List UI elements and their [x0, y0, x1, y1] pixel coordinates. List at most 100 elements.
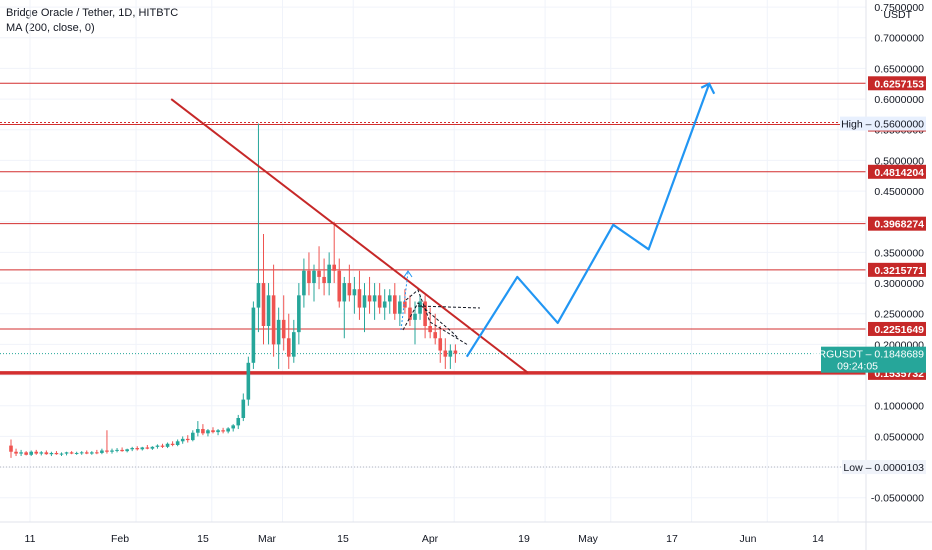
candle-body — [236, 418, 241, 426]
high-label: High – 0.5600000 — [841, 119, 924, 131]
candle-body — [327, 264, 331, 284]
time-tick-label: 17 — [666, 533, 678, 545]
price-tick-label: 0.5000000 — [874, 155, 924, 167]
low-label: Low – 0.0000103 — [843, 462, 924, 474]
candle-body — [185, 438, 190, 441]
symbol-title[interactable]: Bridge Oracle / Tether, 1D, HITBTC — [6, 7, 179, 19]
time-tick-label: Apr — [422, 533, 439, 545]
candle-body — [49, 452, 54, 455]
pattern-dashed-target[interactable] — [417, 305, 481, 309]
candle-body — [271, 295, 276, 345]
candle-body — [297, 295, 301, 333]
candle-body — [160, 445, 165, 447]
mini-arrow-head-icon — [403, 270, 413, 278]
price-tick-label: 0.1000000 — [874, 401, 924, 413]
candle-body — [256, 283, 261, 308]
time-axis[interactable]: 11 Feb 15 Mar 15 Apr 19 May 17 Jun 14 — [0, 521, 932, 545]
candle-body — [140, 447, 145, 450]
candle-body — [362, 295, 367, 308]
projection-path[interactable] — [465, 83, 711, 358]
candle-body — [180, 438, 185, 442]
indicator-label[interactable]: MA (200, close, 0) — [6, 22, 95, 34]
level-price-label-bg — [868, 321, 926, 336]
candle-body — [312, 270, 316, 284]
time-tick-label: May — [578, 533, 599, 545]
candle-body — [428, 326, 432, 333]
grid-lines — [0, 0, 866, 522]
price-tick-label: -0.0500000 — [871, 493, 924, 505]
level-price-label-bg — [868, 164, 926, 179]
candle-body — [120, 449, 124, 452]
candle-body — [251, 307, 256, 363]
candle-body — [387, 295, 392, 302]
drawings[interactable] — [170, 82, 716, 374]
candle-body — [226, 428, 230, 432]
candle-body — [54, 452, 59, 455]
price-tick-label: 0.6000000 — [874, 94, 924, 106]
candle-body — [69, 452, 74, 454]
time-tick-label: 19 — [518, 533, 530, 545]
candle-body — [357, 289, 362, 308]
candle-body — [433, 332, 437, 339]
candle-body — [9, 445, 13, 452]
price-tick-label: 0.3000000 — [874, 278, 924, 290]
candle-body — [246, 362, 251, 400]
candle-body — [44, 452, 49, 455]
candle-body — [276, 319, 281, 345]
level-price-label-bg — [868, 76, 926, 91]
pattern-dashed-lines[interactable] — [402, 302, 459, 339]
candle-body — [418, 301, 422, 314]
candle-body — [145, 447, 150, 449]
level-price-label: 0.2251649 — [874, 324, 924, 336]
price-tick-label: 0.6500000 — [874, 63, 924, 75]
time-tick-label: 11 — [25, 533, 36, 545]
candle-body — [90, 452, 94, 454]
last-price-label: BRGUSDT – 0.1848689 — [812, 349, 925, 361]
trendline[interactable] — [170, 98, 529, 374]
time-tick-label: 15 — [337, 533, 349, 545]
price-tick-label: 0.4500000 — [874, 186, 924, 198]
time-tick-label: Feb — [111, 533, 129, 545]
candle-body — [221, 430, 225, 432]
level-price-label: 0.6257153 — [874, 78, 924, 90]
candle-body — [307, 270, 311, 284]
candles — [9, 123, 458, 458]
candle-body — [448, 350, 453, 357]
mini-projection[interactable] — [400, 271, 409, 331]
candle-body — [281, 319, 286, 339]
candle-body — [191, 432, 195, 441]
candle-body — [317, 270, 321, 277]
horizontal-levels[interactable] — [0, 82, 866, 468]
candle-body — [95, 452, 99, 454]
candle-body — [342, 283, 347, 302]
time-tick-label: 14 — [812, 533, 824, 545]
price-labels: 0.62571530.55849550.48142040.39682740.32… — [812, 76, 926, 475]
price-tick-label: 0.7500000 — [874, 2, 924, 14]
candle-body — [64, 452, 69, 454]
price-tick-label: 0.2500000 — [874, 309, 924, 321]
low-label-bg — [842, 460, 926, 475]
candle-body — [216, 430, 220, 433]
candle-body — [150, 446, 155, 449]
candle-body — [84, 452, 89, 454]
candle-body — [266, 295, 271, 326]
candle-body — [201, 429, 205, 434]
candle-body — [100, 450, 104, 453]
candle-body — [115, 449, 119, 451]
candle-body — [443, 350, 448, 357]
candle-body — [135, 448, 140, 450]
candle-body — [170, 443, 175, 445]
candle-body — [367, 295, 372, 302]
candle-body — [175, 441, 180, 445]
candle-body — [79, 452, 84, 454]
candle-body — [110, 450, 114, 452]
candle-body — [155, 445, 160, 447]
candle-body — [211, 430, 215, 433]
candle-body — [352, 289, 357, 296]
candle-body — [59, 453, 64, 455]
level-price-label-bg — [868, 262, 926, 277]
high-label-bg — [840, 116, 926, 131]
candle-body — [382, 301, 387, 308]
candle-body — [130, 448, 134, 450]
